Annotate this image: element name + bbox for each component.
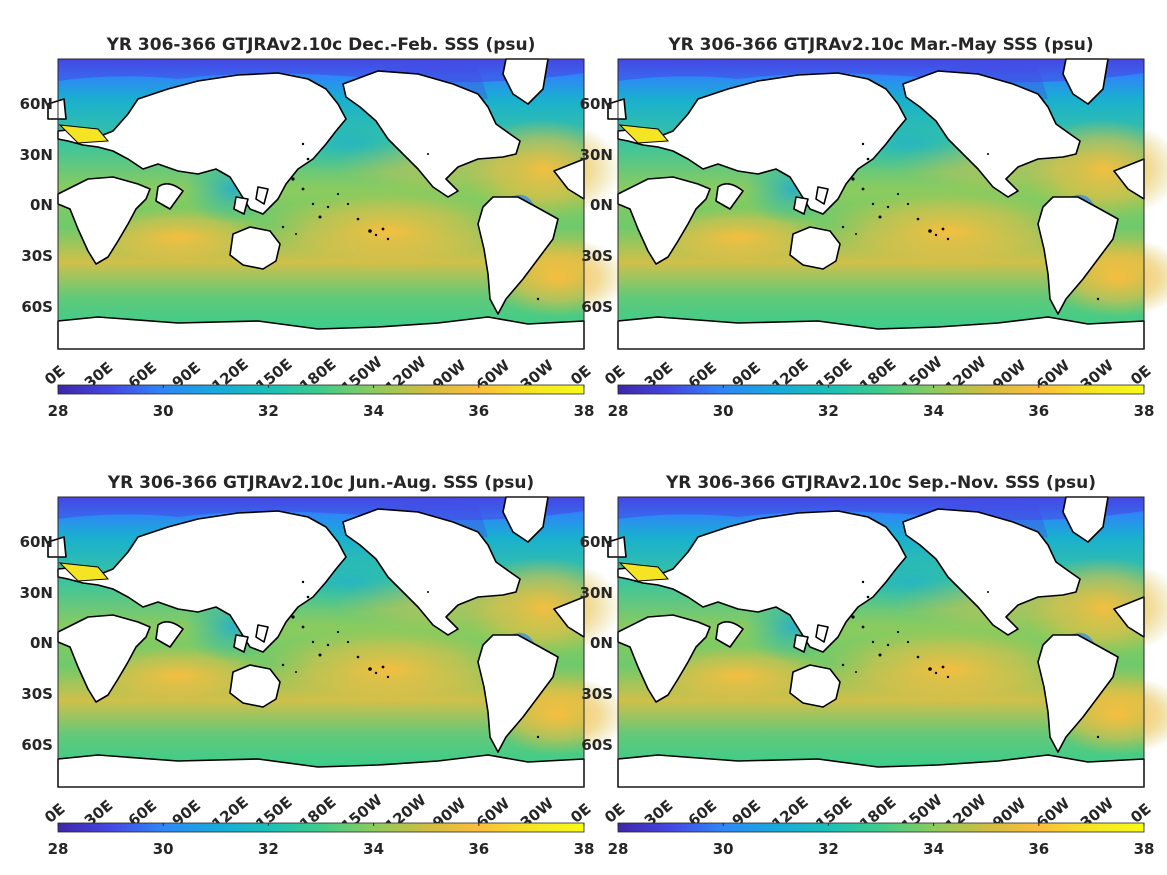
lat-tick-label: 60S: [581, 298, 613, 316]
colorbar-tick-label: 30: [713, 402, 734, 420]
lat-tick-label: 60S: [21, 736, 53, 754]
colorbar-tick-label: 36: [468, 402, 489, 420]
colorbar-tick-label: 28: [608, 402, 629, 420]
lat-tick-label: 30N: [580, 146, 613, 164]
lat-tick-label: 30S: [581, 685, 613, 703]
sss-map-image: [47, 496, 629, 788]
lat-tick-label: 30S: [581, 247, 613, 265]
lat-tick-label: 60S: [21, 298, 53, 316]
colorbar-tick-label: 36: [1028, 840, 1049, 858]
colorbar-tick-label: 38: [574, 402, 595, 420]
lat-tick-label: 60N: [580, 533, 613, 551]
colorbar-tick-label: 34: [923, 840, 944, 858]
colorbar-tick-label: 30: [713, 840, 734, 858]
colorbar-tick-label: 28: [48, 402, 69, 420]
colorbar: [57, 384, 585, 395]
sss-map-image: [607, 496, 1167, 788]
colorbar-tick-label: 38: [1134, 840, 1155, 858]
map-panel-djf: YR 306-366 GTJRAv2.10c Dec.-Feb. SSS (ps…: [20, 35, 629, 420]
colorbar-tick-label: 38: [574, 840, 595, 858]
colorbar: [617, 384, 1145, 395]
colorbar: [57, 822, 585, 833]
lat-tick-label: 0N: [590, 634, 613, 652]
colorbar-tick-label: 36: [468, 840, 489, 858]
lat-tick-label: 30N: [580, 584, 613, 602]
map-panel-son: YR 306-366 GTJRAv2.10c Sep.-Nov. SSS (ps…: [580, 473, 1167, 858]
colorbar-tick-label: 30: [153, 840, 174, 858]
lat-tick-label: 60S: [581, 736, 613, 754]
lat-tick-label: 60N: [20, 95, 53, 113]
lat-tick-label: 60N: [20, 533, 53, 551]
colorbar-tick-label: 34: [923, 402, 944, 420]
sss-map-image: [607, 58, 1167, 350]
panel-title: YR 306-366 GTJRAv2.10c Mar.-May SSS (psu…: [667, 35, 1093, 55]
lat-tick-label: 0N: [590, 196, 613, 214]
colorbar-tick-label: 32: [258, 840, 279, 858]
map-panel-mam: YR 306-366 GTJRAv2.10c Mar.-May SSS (psu…: [580, 35, 1167, 420]
lat-tick-label: 30N: [20, 146, 53, 164]
lat-tick-label: 0N: [30, 634, 53, 652]
lat-tick-label: 30S: [21, 685, 53, 703]
colorbar-tick-label: 38: [1134, 402, 1155, 420]
colorbar-tick-label: 32: [818, 402, 839, 420]
colorbar-tick-label: 36: [1028, 402, 1049, 420]
lat-tick-label: 30N: [20, 584, 53, 602]
sss-map-image: [47, 58, 629, 350]
panel-title: YR 306-366 GTJRAv2.10c Jun.-Aug. SSS (ps…: [107, 473, 534, 493]
colorbar-tick-label: 32: [258, 402, 279, 420]
map-panel-jja: YR 306-366 GTJRAv2.10c Jun.-Aug. SSS (ps…: [20, 473, 629, 858]
colorbar-tick-label: 28: [608, 840, 629, 858]
colorbar-tick-label: 34: [363, 840, 384, 858]
colorbar-tick-label: 28: [48, 840, 69, 858]
panel-title: YR 306-366 GTJRAv2.10c Dec.-Feb. SSS (ps…: [106, 35, 536, 55]
colorbar-tick-label: 32: [818, 840, 839, 858]
lat-tick-label: 0N: [30, 196, 53, 214]
lat-tick-label: 60N: [580, 95, 613, 113]
lat-tick-label: 30S: [21, 247, 53, 265]
panel-title: YR 306-366 GTJRAv2.10c Sep.-Nov. SSS (ps…: [665, 473, 1096, 493]
colorbar: [617, 822, 1145, 833]
colorbar-tick-label: 34: [363, 402, 384, 420]
colorbar-tick-label: 30: [153, 402, 174, 420]
